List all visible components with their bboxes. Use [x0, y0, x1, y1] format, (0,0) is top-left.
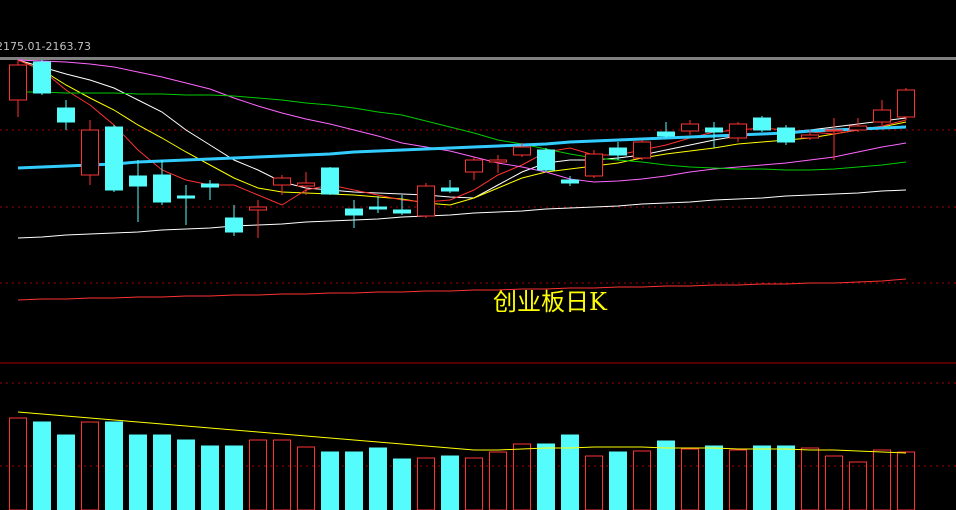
volume-bar	[561, 434, 579, 510]
candle-body	[393, 209, 411, 214]
candle-body	[225, 217, 243, 233]
volume-bar	[729, 449, 747, 510]
volume-bar	[129, 434, 147, 510]
volume-bar	[417, 457, 435, 510]
candle-body	[705, 127, 723, 133]
volume-bar	[33, 421, 51, 510]
volume-bar	[345, 451, 363, 510]
candle-body	[681, 123, 699, 132]
candle-body	[33, 61, 51, 94]
volume-bar	[153, 434, 171, 510]
volume-bar	[465, 457, 483, 510]
volume-bar	[249, 439, 267, 510]
volume-bar	[297, 446, 315, 510]
candle-body	[201, 183, 219, 188]
volume-bar	[609, 451, 627, 510]
candle-body	[777, 127, 795, 143]
candle-body	[537, 149, 555, 171]
volume-bar	[225, 445, 243, 510]
ma-line	[17, 278, 907, 301]
volume-bar	[201, 445, 219, 510]
volume-bar	[9, 417, 27, 510]
candle-body	[513, 146, 531, 156]
volume-bar	[777, 445, 795, 510]
volume-bar	[705, 445, 723, 510]
candle-body	[753, 117, 771, 131]
volume-bar	[321, 451, 339, 510]
candle-body	[657, 131, 675, 137]
candle-body	[897, 89, 915, 118]
candle-body	[465, 159, 483, 173]
volume-bar	[633, 450, 651, 510]
volume-ma-line	[17, 411, 907, 454]
volume-bar	[393, 458, 411, 510]
candle-body	[609, 147, 627, 156]
header-separator	[0, 57, 956, 60]
candle-body	[153, 174, 171, 203]
candle-body	[441, 187, 459, 192]
candle-body	[417, 185, 435, 217]
header-range: 2175.01-2163.73	[0, 40, 91, 53]
volume-bar	[753, 445, 771, 510]
volume-bar	[585, 455, 603, 510]
volume-bar	[273, 439, 291, 510]
candle-body	[249, 206, 267, 211]
candle-body	[849, 125, 867, 131]
candle-body	[729, 123, 747, 139]
candle-body	[129, 175, 147, 187]
volume-bar	[825, 455, 843, 510]
candle-body	[273, 177, 291, 186]
volume-bar	[537, 443, 555, 510]
candle-body	[345, 208, 363, 216]
ma-line	[17, 59, 907, 206]
candle-body	[585, 153, 603, 177]
candle-body	[489, 159, 507, 163]
candle-body	[177, 195, 195, 199]
volume-bar	[681, 448, 699, 510]
candle-body	[81, 129, 99, 176]
volume-bar	[897, 451, 915, 510]
ma-line	[17, 125, 907, 170]
volume-bar	[657, 440, 675, 510]
volume-bar	[441, 455, 459, 510]
candle-body	[297, 182, 315, 187]
candle-body	[321, 167, 339, 195]
ma-line	[17, 59, 907, 183]
candle-body	[825, 129, 843, 132]
candle-body	[369, 206, 387, 210]
volume-bar	[513, 443, 531, 510]
chart-title: 创业板日K	[493, 288, 608, 316]
ma-line	[18, 91, 907, 171]
volume-bar	[369, 447, 387, 510]
volume-bar	[177, 439, 195, 510]
candle-body	[801, 134, 819, 139]
candle-body	[105, 126, 123, 191]
candle-body	[873, 109, 891, 123]
candle-body	[561, 179, 579, 184]
ma-line	[17, 189, 907, 239]
volume-bar	[105, 421, 123, 510]
volume-bar	[873, 449, 891, 510]
volume-bar	[57, 434, 75, 510]
volume-bar	[489, 451, 507, 510]
volume-bar	[801, 447, 819, 510]
candle-body	[57, 107, 75, 123]
volume-bar	[81, 421, 99, 510]
volume-bar	[849, 461, 867, 510]
candle-body	[633, 141, 651, 159]
candle-body	[9, 64, 27, 101]
